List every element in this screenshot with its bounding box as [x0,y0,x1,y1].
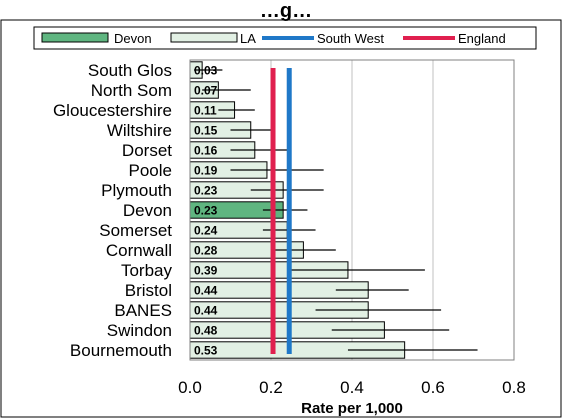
data-label: 0.03 [194,64,218,78]
data-label: 0.44 [194,304,218,318]
legend-label: South West [317,31,384,46]
x-axis-title: Rate per 1,000 [301,400,403,417]
error-bars [194,69,478,351]
data-label: 0.23 [194,204,218,218]
data-labels: 0.03 0.07 0.11 0.15 0.16 0.19 0.23 0.23 0.24 0.28… [194,64,218,358]
category-label: Cornwall [106,241,172,260]
legend-label: Devon [114,31,152,46]
category-label: BANES [114,301,172,320]
category-label: Swindon [107,321,172,340]
data-label: 0.44 [194,284,218,298]
category-label: South Glos [88,61,172,80]
legend-swatch [41,32,109,43]
data-label: 0.16 [194,144,218,158]
x-tick-label: 0.8 [502,378,526,397]
category-label: Wiltshire [107,121,172,140]
reference-lines [270,68,292,354]
data-label: 0.07 [194,84,218,98]
data-label: 0.11 [194,104,217,118]
legend: Devon LA South West England [33,26,537,50]
data-label: 0.39 [194,264,218,278]
category-label: Somerset [99,221,172,240]
plot-border [189,59,515,361]
data-label: 0.48 [194,324,218,338]
category-label: Dorset [122,141,172,160]
data-label: 0.24 [194,224,218,238]
category-label: Devon [123,201,172,220]
x-tick-label: 0.4 [340,378,364,397]
plot-area: 0.03 0.07 0.11 0.15 0.16 0.19 0.23 0.23 0.24 0.28… [189,59,515,361]
data-label: 0.28 [194,244,218,258]
category-label: Poole [129,161,172,180]
chart-title: …g… [260,0,312,22]
category-label: North Som [91,81,172,100]
bars [189,61,406,359]
data-label: 0.23 [194,184,218,198]
x-tick-label: 0.0 [178,378,202,397]
category-label: Bristol [125,281,172,300]
category-label: Gloucestershire [53,101,172,120]
legend-label: England [458,31,506,46]
data-label: 0.19 [194,164,218,178]
legend-label: LA [240,31,256,46]
category-label: Torbay [121,261,173,280]
data-label: 0.53 [194,344,218,358]
x-tick-labels: 0.0 0.2 0.4 0.6 0.8 [178,378,526,397]
data-label: 0.15 [194,124,218,138]
category-label: Bournemouth [70,341,172,360]
category-label: Plymouth [101,181,172,200]
legend-swatch [170,32,238,43]
x-tick-label: 0.6 [421,378,445,397]
x-tick-label: 0.2 [259,378,283,397]
